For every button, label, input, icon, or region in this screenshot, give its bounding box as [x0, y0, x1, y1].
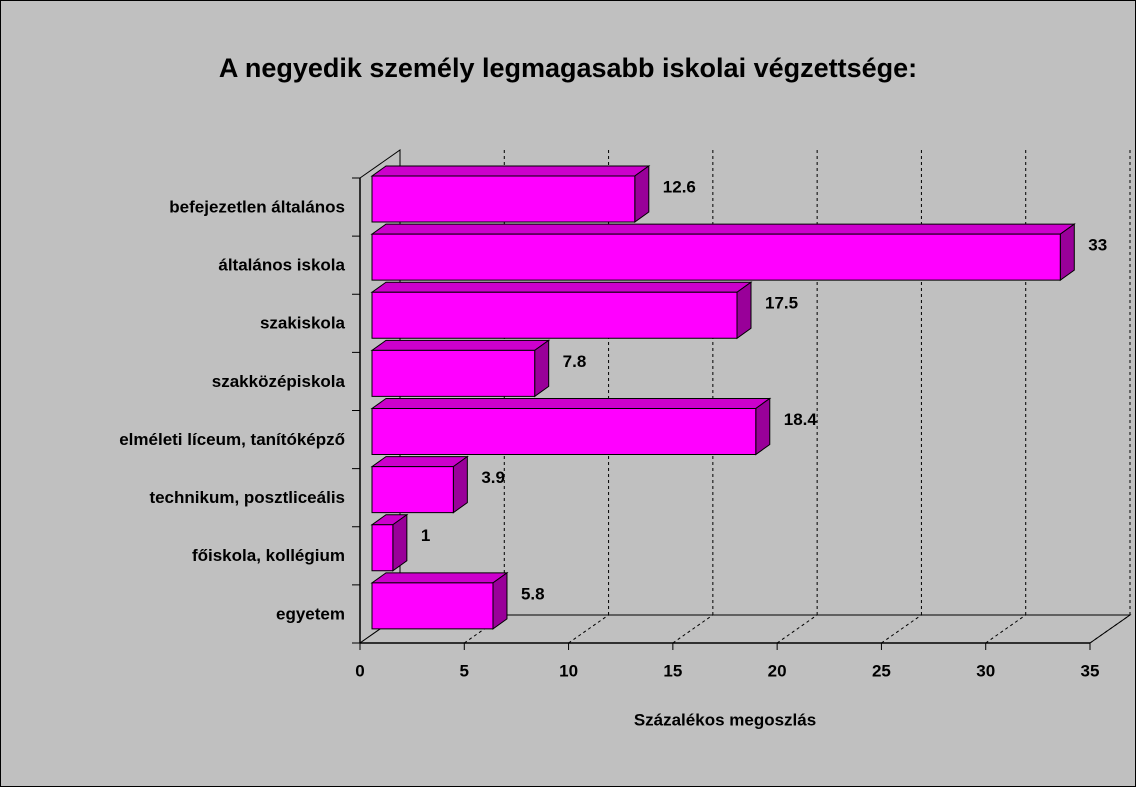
- bar-side: [736, 281, 752, 340]
- bar-side: [534, 339, 550, 398]
- y-tick-label: szakközépiskola: [212, 372, 346, 391]
- bar: [371, 175, 636, 223]
- bar-side: [452, 455, 468, 514]
- data-label: 12.6: [663, 177, 696, 196]
- bar-top: [370, 398, 772, 409]
- bar: [371, 408, 757, 455]
- bar-top: [370, 223, 1076, 235]
- bar-side: [392, 513, 408, 572]
- grid-line: [1089, 614, 1131, 644]
- x-tick-label: 35: [1081, 661, 1100, 680]
- x-tick-label: 20: [768, 661, 787, 680]
- x-axis-label: Százalékos megoszlás: [634, 710, 816, 729]
- bar-top: [370, 165, 651, 177]
- y-tick-label: szakiskola: [260, 314, 346, 333]
- bar: [371, 524, 394, 572]
- data-label: 7.8: [563, 352, 587, 371]
- bar-side: [755, 397, 771, 456]
- y-tick-label: általános iskola: [218, 256, 345, 275]
- x-tick-label: 10: [559, 661, 578, 680]
- y-tick-label: technikum, posztliceális: [149, 488, 345, 507]
- data-label: 1: [421, 526, 430, 545]
- bar-side: [634, 165, 650, 223]
- x-tick-label: 25: [872, 661, 891, 680]
- bar-top: [370, 339, 551, 351]
- y-tick-label: egyetem: [276, 604, 345, 623]
- data-label: 3.9: [481, 468, 505, 487]
- y-tick-label: főiskola, kollégium: [192, 546, 345, 565]
- bar: [371, 582, 494, 630]
- bar: [371, 291, 738, 339]
- bar-top: [370, 456, 469, 468]
- data-label: 33: [1088, 236, 1107, 255]
- bar-side: [1059, 223, 1075, 282]
- bar-top: [370, 572, 509, 584]
- grid-line: [672, 614, 714, 644]
- y-tick-label: elméleti líceum, tanítóképző: [119, 430, 345, 449]
- chart-title: A negyedik személy legmagasabb iskolai v…: [219, 53, 917, 83]
- x-tick-label: 0: [355, 661, 364, 680]
- bar-top: [370, 281, 753, 293]
- bar: [371, 233, 1061, 281]
- bar: [371, 349, 536, 397]
- grid-line: [568, 614, 609, 644]
- x-tick-label: 5: [460, 661, 469, 680]
- x-tick-label: 15: [663, 661, 682, 680]
- grid-line: [985, 614, 1027, 644]
- bar-side: [492, 571, 508, 630]
- x-tick-label: 30: [976, 661, 995, 680]
- data-label: 17.5: [765, 294, 798, 313]
- data-label: 5.8: [521, 584, 545, 603]
- bar: [371, 466, 454, 514]
- data-label: 18.4: [784, 410, 818, 429]
- grid-line: [776, 614, 818, 644]
- y-tick-label: befejezetlen általános: [169, 197, 345, 216]
- grid-line: [881, 614, 922, 644]
